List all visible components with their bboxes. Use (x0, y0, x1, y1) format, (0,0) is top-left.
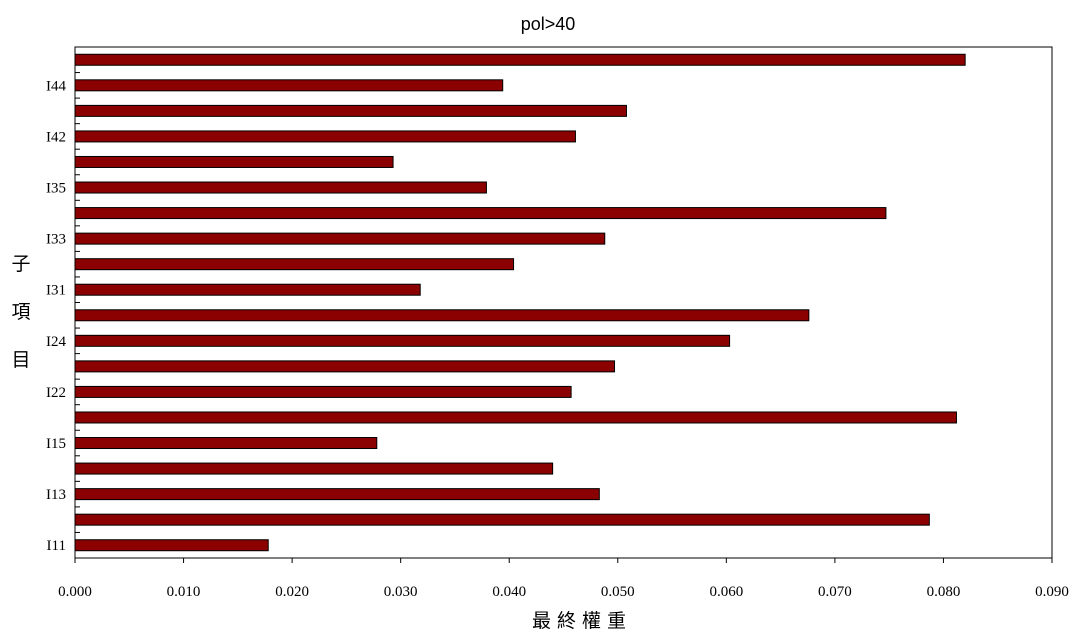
y-tick-label: I42 (46, 129, 66, 145)
x-tick-label: 0.070 (818, 584, 852, 600)
x-tick-label: 0.000 (58, 584, 92, 600)
x-tick-label: 0.060 (709, 584, 743, 600)
bar-1 (74, 539, 269, 552)
x-tick-label: 0.080 (927, 584, 961, 600)
y-tick-label: I22 (46, 385, 66, 401)
y-tick-label: I11 (47, 538, 66, 554)
x-tick-label: 0.050 (601, 584, 635, 600)
plot-area-frame (74, 46, 1053, 559)
y-tick-label: I15 (46, 436, 66, 452)
bar-4 (74, 462, 554, 475)
bar-2 (74, 513, 930, 526)
bar-7 (74, 385, 572, 398)
bar-6 (74, 411, 957, 424)
x-tick-label: 0.090 (1035, 584, 1069, 600)
bar-20 (74, 53, 966, 66)
x-tick-label: 0.030 (384, 584, 418, 600)
y-axis-title-char: 子 (11, 253, 30, 275)
x-axis-title: 最終權重 (532, 610, 632, 632)
x-axis: 0.000 0.010 0.020 0.030 0.040 0.050 0.060 0.070… (58, 558, 1069, 600)
bar-3 (74, 488, 600, 501)
bar-19 (74, 79, 504, 92)
y-axis-title: 子項目 (11, 253, 30, 371)
bar-15 (74, 181, 487, 194)
y-tick-label: I35 (46, 181, 66, 197)
y-tick-label: I44 (46, 78, 66, 94)
bar-11 (74, 283, 421, 296)
bar-13 (74, 232, 606, 245)
bar-12 (74, 258, 515, 271)
bar-18 (74, 104, 627, 117)
bar-8 (74, 360, 616, 373)
bar-17 (74, 130, 576, 143)
y-tick-label: I33 (46, 232, 66, 248)
bar-5 (74, 437, 378, 450)
bar-10 (74, 309, 810, 322)
x-tick-label: 0.010 (167, 584, 201, 600)
bar-14 (74, 207, 887, 220)
x-tick-label: 0.040 (492, 584, 526, 600)
y-axis-title-char: 項 (11, 301, 30, 323)
y-axis-title-char: 目 (11, 349, 30, 371)
y-axis: I11 I13 I15 I22 I24 I31 I33 I35 I42 I44 (46, 46, 80, 559)
bars-layer (74, 53, 966, 552)
y-tick-label: I13 (46, 487, 66, 503)
bar-16 (74, 155, 394, 168)
y-tick-label: I24 (46, 334, 66, 350)
bar-9 (74, 334, 731, 347)
y-tick-label: I31 (46, 283, 66, 299)
chart-title: pol>40 (521, 14, 576, 34)
x-tick-label: 0.020 (275, 584, 309, 600)
